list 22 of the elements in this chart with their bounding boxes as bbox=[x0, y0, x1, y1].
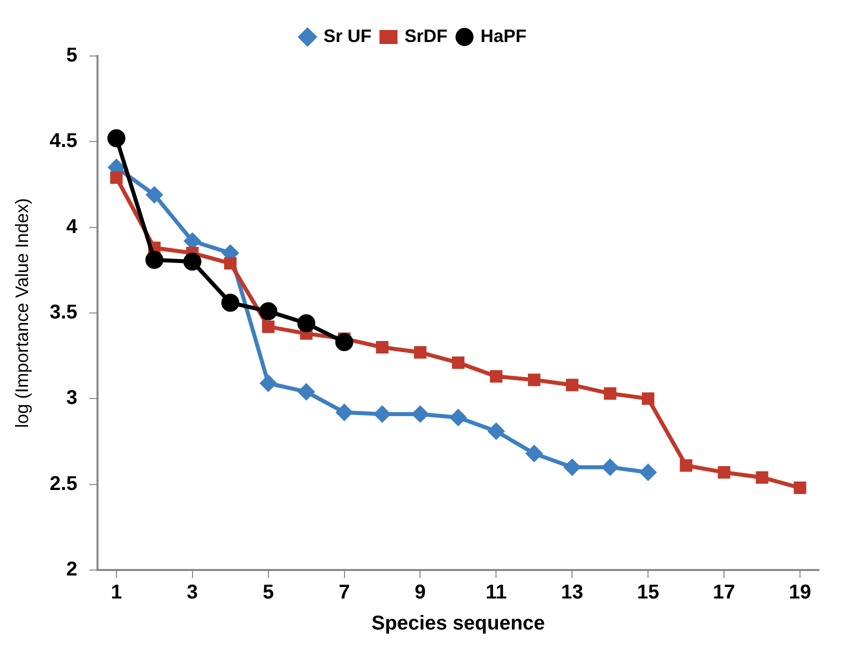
legend-label: HaPF bbox=[480, 26, 527, 46]
x-tick-label: 1 bbox=[110, 582, 122, 604]
y-tick-label: 3 bbox=[66, 387, 78, 410]
x-tick-label: 19 bbox=[788, 582, 812, 604]
x-tick-label: 9 bbox=[414, 582, 426, 604]
x-tick-label: 15 bbox=[636, 582, 660, 604]
y-tick-label: 5 bbox=[66, 44, 78, 67]
x-tick-label: 17 bbox=[712, 582, 736, 604]
x-tick-label: 3 bbox=[186, 582, 198, 604]
y-axis-title: log (Importance Value Index) bbox=[12, 198, 32, 428]
y-tick-label: 3.5 bbox=[50, 302, 78, 324]
legend-label: SrDF bbox=[404, 26, 448, 46]
x-tick-label: 13 bbox=[561, 582, 584, 604]
x-tick-label: 11 bbox=[486, 582, 507, 604]
y-tick-label: 4.5 bbox=[50, 130, 78, 152]
y-tick-label: 2.5 bbox=[50, 472, 78, 495]
x-tick-label: 7 bbox=[338, 582, 350, 604]
legend-label: Sr UF bbox=[323, 26, 372, 46]
x-tick-label: 5 bbox=[262, 582, 274, 604]
x-axis-title: Species sequence bbox=[371, 612, 545, 635]
y-tick-label: 2 bbox=[66, 558, 78, 581]
y-tick-label: 4 bbox=[66, 216, 78, 238]
